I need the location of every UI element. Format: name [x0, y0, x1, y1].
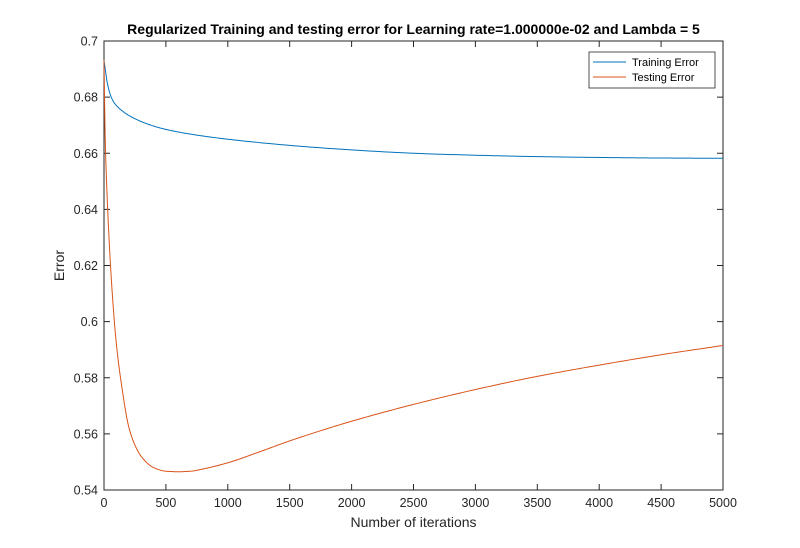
x-tick-label: 2500 [400, 496, 428, 510]
y-tick-label: 0.58 [74, 371, 98, 385]
y-tick-label: 0.56 [74, 427, 98, 441]
plot-area [103, 40, 724, 491]
y-tick-label: 0.64 [74, 203, 98, 217]
chart-title: Regularized Training and testing error f… [127, 21, 700, 37]
legend-label: Testing Error [632, 72, 695, 84]
series-lines [103, 60, 724, 473]
legend-label: Training Error [632, 57, 699, 69]
y-axis: 0.54 0.56 0.58 0.6 0.62 0.64 0.66 0.68 0.7 [74, 35, 723, 498]
x-tick-label: 5000 [709, 496, 737, 510]
x-axis: 0 500 1000 1500 2000 2500 3000 3500 4000 4500 5000 [101, 41, 737, 510]
x-tick-label: 0 [101, 496, 108, 510]
y-tick-label: 0.66 [74, 147, 98, 161]
x-tick-label: 500 [155, 496, 176, 510]
x-tick-label: 4000 [585, 496, 613, 510]
legend-box [588, 51, 716, 89]
y-axis-label: Error [51, 250, 67, 281]
y-tick-label: 0.7 [81, 35, 98, 49]
legend: Training Error Testing Error [588, 51, 716, 89]
x-tick-label: 1500 [276, 496, 304, 510]
x-tick-label: 3500 [523, 496, 551, 510]
y-tick-label: 0.54 [74, 484, 98, 498]
x-tick-label: 3000 [461, 496, 489, 510]
y-tick-label: 0.62 [74, 259, 98, 273]
series-line-testing-error [103, 60, 724, 473]
x-axis-label: Number of iterations [350, 514, 476, 530]
y-tick-label: 0.6 [81, 315, 98, 329]
x-tick-label: 2000 [338, 496, 366, 510]
series-line-training-error [103, 60, 724, 159]
x-tick-label: 1000 [214, 496, 242, 510]
x-tick-label: 4500 [647, 496, 675, 510]
y-tick-label: 0.68 [74, 91, 98, 105]
